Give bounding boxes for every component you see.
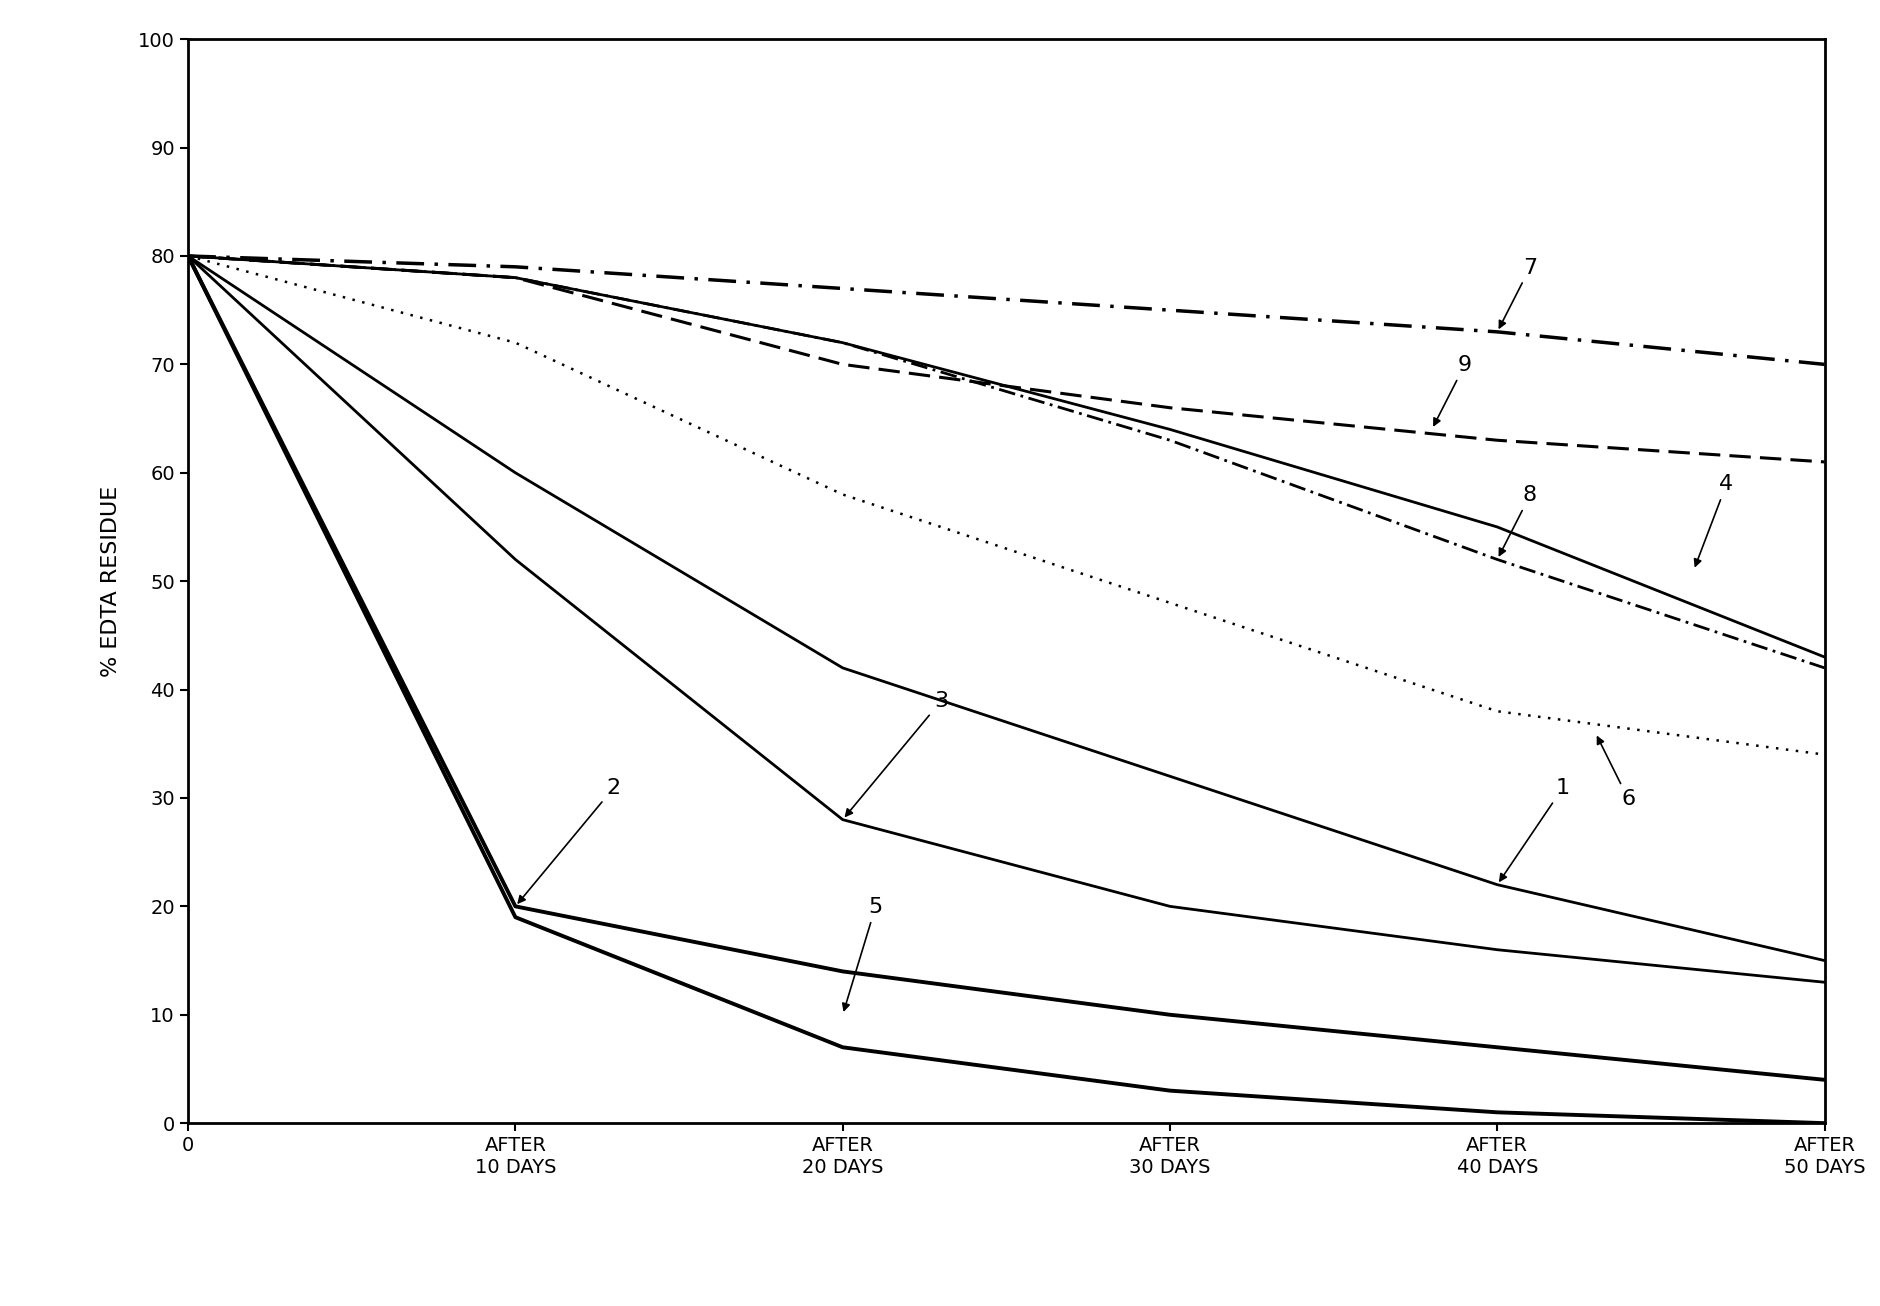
Text: 5: 5 [842, 897, 882, 1011]
Text: 8: 8 [1498, 486, 1536, 555]
Text: 7: 7 [1498, 257, 1536, 328]
Text: 1: 1 [1498, 778, 1570, 880]
Text: 9: 9 [1433, 355, 1470, 426]
Text: 4: 4 [1694, 474, 1733, 565]
Y-axis label: % EDTA RESIDUE: % EDTA RESIDUE [102, 486, 122, 677]
Text: 2: 2 [519, 778, 620, 902]
Text: 6: 6 [1596, 737, 1634, 808]
Text: 3: 3 [846, 691, 948, 816]
